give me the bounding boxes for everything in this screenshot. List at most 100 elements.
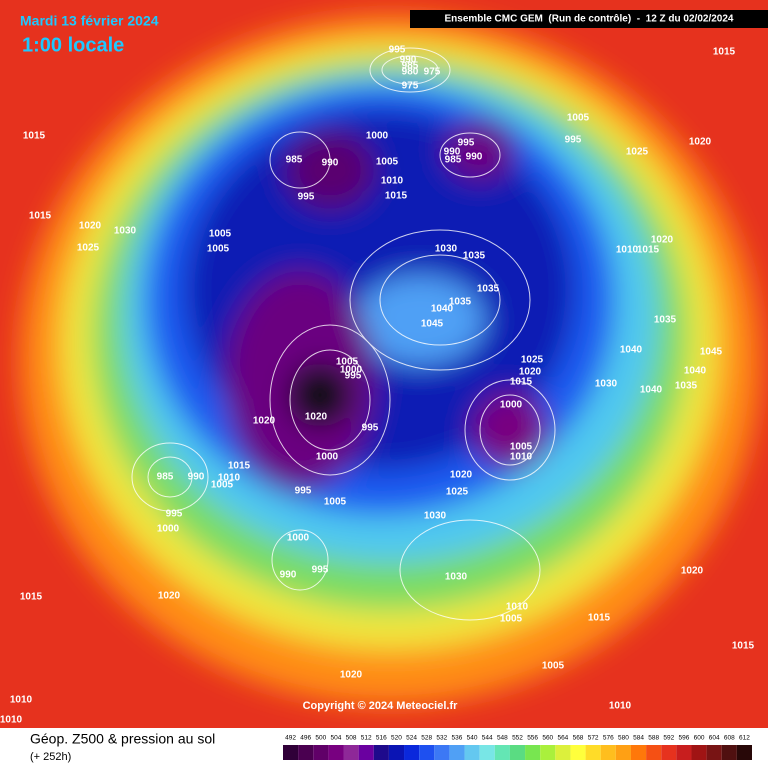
colorbar-label: 584 [633,735,644,742]
colorbar-swatch [328,745,344,760]
isobar-label: 1010 [218,473,241,484]
isobar-label: 1010 [10,695,33,706]
isobar-label: 1005 [207,244,230,255]
isobar-label: 1035 [449,297,472,308]
isobar-label: 985 [445,155,462,166]
isobar-label: 1020 [79,221,102,232]
isobar-label: 1025 [521,355,544,366]
isobar-label: 1030 [424,511,447,522]
isobar-label: 1010 [506,602,529,613]
isobar-label: 1045 [700,347,723,358]
isobar-label: 1020 [450,470,473,481]
colorbar-label: 520 [391,735,402,742]
isobar-label: 995 [166,509,183,520]
isobar-label: 1000 [287,533,310,544]
isobar-label: 1010 [609,701,632,712]
isobar-label: 995 [295,486,312,497]
copyright: Copyright © 2024 Meteociel.fr [303,700,459,712]
colorbar-label: 568 [573,735,584,742]
colorbar-swatch [343,745,359,760]
colorbar-swatch [313,745,329,760]
isobar-label: 1025 [77,243,100,254]
geopotential-field [0,0,768,728]
isobar-label: 1015 [637,245,660,256]
colorbar-swatch [449,745,465,760]
colorbar-swatch [555,745,571,760]
colorbar-swatch [630,745,647,760]
isobar-label: 1020 [253,416,276,427]
isobar-label: 990 [322,158,339,169]
isobar-label: 1005 [336,357,359,368]
isobar-label: 1040 [684,366,707,377]
isobar-label: 1020 [305,412,328,423]
colorbar-label: 548 [497,735,508,742]
colorbar-swatch [721,745,737,760]
colorbar-swatch [509,745,526,760]
isobar-label: 1040 [431,304,454,315]
isobar-label: 1010 [0,715,23,726]
colorbar-label: 536 [452,735,463,742]
isobar-label: 1015 [588,613,611,624]
colorbar-label: 604 [709,735,720,742]
colorbar-swatch [283,745,299,760]
colorbar-swatch [736,745,752,760]
colorbar-swatch [434,745,450,760]
colorbar-swatch [373,745,389,760]
isobar-label: 985 [157,472,174,483]
isobar-label: 1015 [732,641,755,652]
colorbar-label: 608 [724,735,735,742]
isobar-label: 1005 [376,157,399,168]
colorbar-label: 552 [512,735,523,742]
isobar-label: 1015 [713,47,736,58]
colorbar-label: 580 [618,735,629,742]
colorbar-label: 504 [331,735,342,742]
isobar-label: 1040 [620,345,643,356]
colorbar-label: 496 [300,735,311,742]
isobar-label: 1005 [500,614,523,625]
isobar-label: 1015 [23,131,46,142]
colorbar-swatch [646,745,662,760]
isobar-label: 1030 [445,572,468,583]
colorbar-label: 556 [527,735,538,742]
colorbar-swatch [388,745,405,760]
colorbar: 492 496 500 504 508 512 516 520 524 528 532 536 540 5… [283,735,752,760]
isobar-label: 1010 [616,245,639,256]
colorbar-label: 524 [406,735,417,742]
isobar-label: 975 [402,81,419,92]
isobar-label: 975 [424,67,441,78]
isobar-label: 1025 [626,147,649,158]
isobars [131,47,556,621]
isobar-label: 1025 [446,487,469,498]
isobar-label: 995 [345,371,362,382]
colorbar-label: 572 [588,735,599,742]
isobar-label: 990 [466,152,483,163]
isobar-label: 1000 [340,365,363,376]
isobar-label: 1010 [381,176,404,187]
colorbar-swatch [540,745,556,760]
isobar-label: 995 [458,138,475,149]
footer-title: Géop. Z500 & pression au sol [30,731,215,747]
isobar-label: 1005 [510,442,533,453]
isobar-label: 1020 [681,566,704,577]
colorbar-label: 532 [436,735,447,742]
isobar-label: 1010 [510,452,533,463]
colorbar-label: 544 [482,735,493,742]
isobar-label: 1015 [510,377,533,388]
isobar-label: 1005 [324,497,347,508]
colorbar-swatch [404,745,420,760]
isobar-label: 1015 [228,461,251,472]
colorbar-swatch [298,745,314,760]
colorbar-label: 592 [663,735,674,742]
colorbar-label: 516 [376,735,387,742]
isobar-label: 1030 [435,244,458,255]
colorbar-swatch [419,745,435,760]
date-label: Mardi 13 février 2024 [20,13,159,29]
model-label: Ensemble CMC GEM (Run de contrôle) - 12 … [445,14,734,25]
isobar-label: 1005 [542,661,565,672]
isobar-label: 1030 [595,379,618,390]
isobar-label: 995 [298,192,315,203]
colorbar-swatch [525,745,541,760]
isobar-label: 1030 [114,226,137,237]
